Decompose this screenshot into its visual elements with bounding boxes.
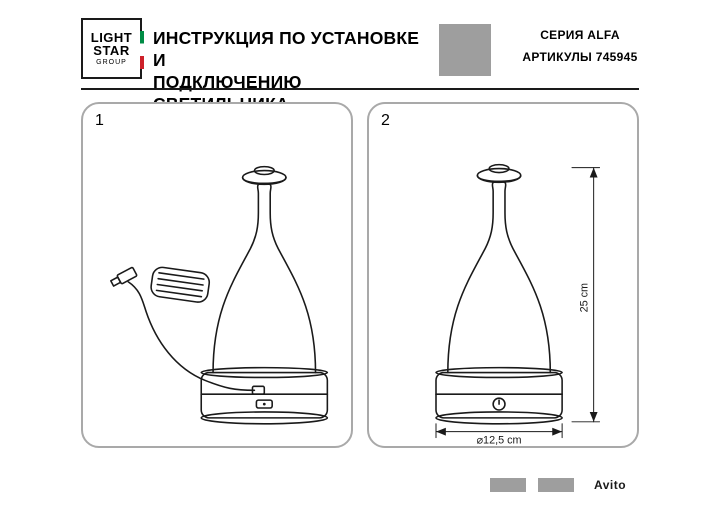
step-panel-1: 1 bbox=[81, 102, 353, 448]
watermark-avito: Avito bbox=[594, 478, 626, 492]
header: LIGHT STAR GROUP ИНСТРУКЦИЯ ПО УСТАНОВКЕ… bbox=[81, 18, 639, 84]
height-label: 25 cm bbox=[579, 283, 591, 313]
header-gray-square bbox=[439, 24, 491, 76]
logo-line2: STAR bbox=[93, 44, 129, 57]
product-meta: СЕРИЯ ALFA АРТИКУЛЫ 745945 bbox=[505, 28, 655, 64]
dimension-height: 25 cm bbox=[572, 168, 600, 422]
header-rule bbox=[81, 88, 639, 90]
dimension-diameter: ⌀12,5 cm bbox=[436, 424, 562, 446]
logo-line3: GROUP bbox=[96, 59, 127, 66]
charging-cable bbox=[110, 266, 264, 394]
brand-logo: LIGHT STAR GROUP bbox=[81, 18, 142, 79]
lamp-drawing-front bbox=[436, 165, 562, 424]
page: LIGHT STAR GROUP ИНСТРУКЦИЯ ПО УСТАНОВКЕ… bbox=[0, 0, 720, 508]
series-label: СЕРИЯ ALFA bbox=[505, 28, 655, 42]
diagram-step-1 bbox=[83, 104, 351, 446]
sku-label: АРТИКУЛЫ 745945 bbox=[505, 50, 655, 64]
title-line1: ИНСТРУКЦИЯ ПО УСТАНОВКЕ И bbox=[153, 28, 433, 72]
footer-gray-box-2 bbox=[538, 478, 574, 492]
diameter-label: ⌀12,5 cm bbox=[477, 434, 522, 446]
step-panel-2: 2 bbox=[367, 102, 639, 448]
italy-flag-stripe bbox=[140, 31, 144, 69]
footer-gray-box-1 bbox=[490, 478, 526, 492]
diagram-step-2: 25 cm ⌀12,5 cm bbox=[369, 104, 637, 446]
